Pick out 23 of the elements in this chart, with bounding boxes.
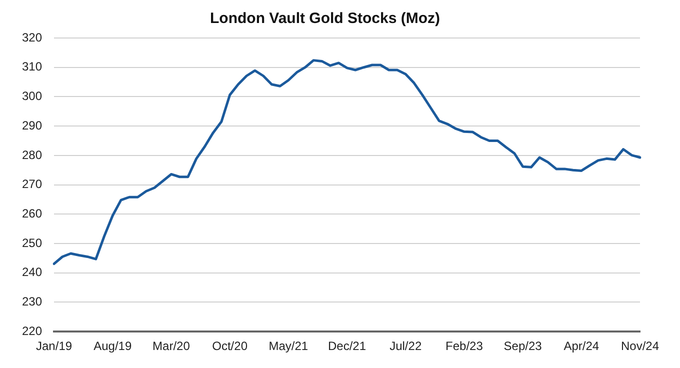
chart-title: London Vault Gold Stocks (Moz) [210, 10, 440, 28]
y-tick-label: 220 [22, 324, 42, 338]
x-tick-label: May/21 [268, 339, 308, 354]
y-tick-label: 320 [22, 30, 42, 44]
y-tick-label: 290 [22, 118, 42, 132]
x-tick-label: Dec/21 [328, 339, 366, 354]
x-tick-label: Feb/23 [446, 339, 484, 354]
x-tick-label: Sep/23 [504, 339, 542, 354]
y-tick-label: 240 [22, 265, 42, 280]
x-tick-label: Aug/19 [94, 339, 132, 354]
x-tick-label: Jul/22 [390, 339, 422, 354]
x-tick-label: Mar/20 [152, 339, 190, 354]
x-tick-label: Oct/20 [212, 339, 248, 354]
y-tick-label: 310 [22, 60, 42, 74]
y-tick-label: 230 [22, 294, 42, 309]
y-tick-label: 260 [22, 206, 42, 220]
y-tick-label: 250 [22, 236, 42, 250]
y-tick-label: 270 [22, 177, 42, 192]
y-tick-label: 300 [22, 89, 42, 104]
y-tick-label: 280 [22, 148, 42, 162]
x-tick-label: Jan/19 [36, 339, 72, 354]
x-tick-label: Apr/24 [564, 339, 600, 354]
x-tick-label: Nov/24 [620, 339, 660, 354]
